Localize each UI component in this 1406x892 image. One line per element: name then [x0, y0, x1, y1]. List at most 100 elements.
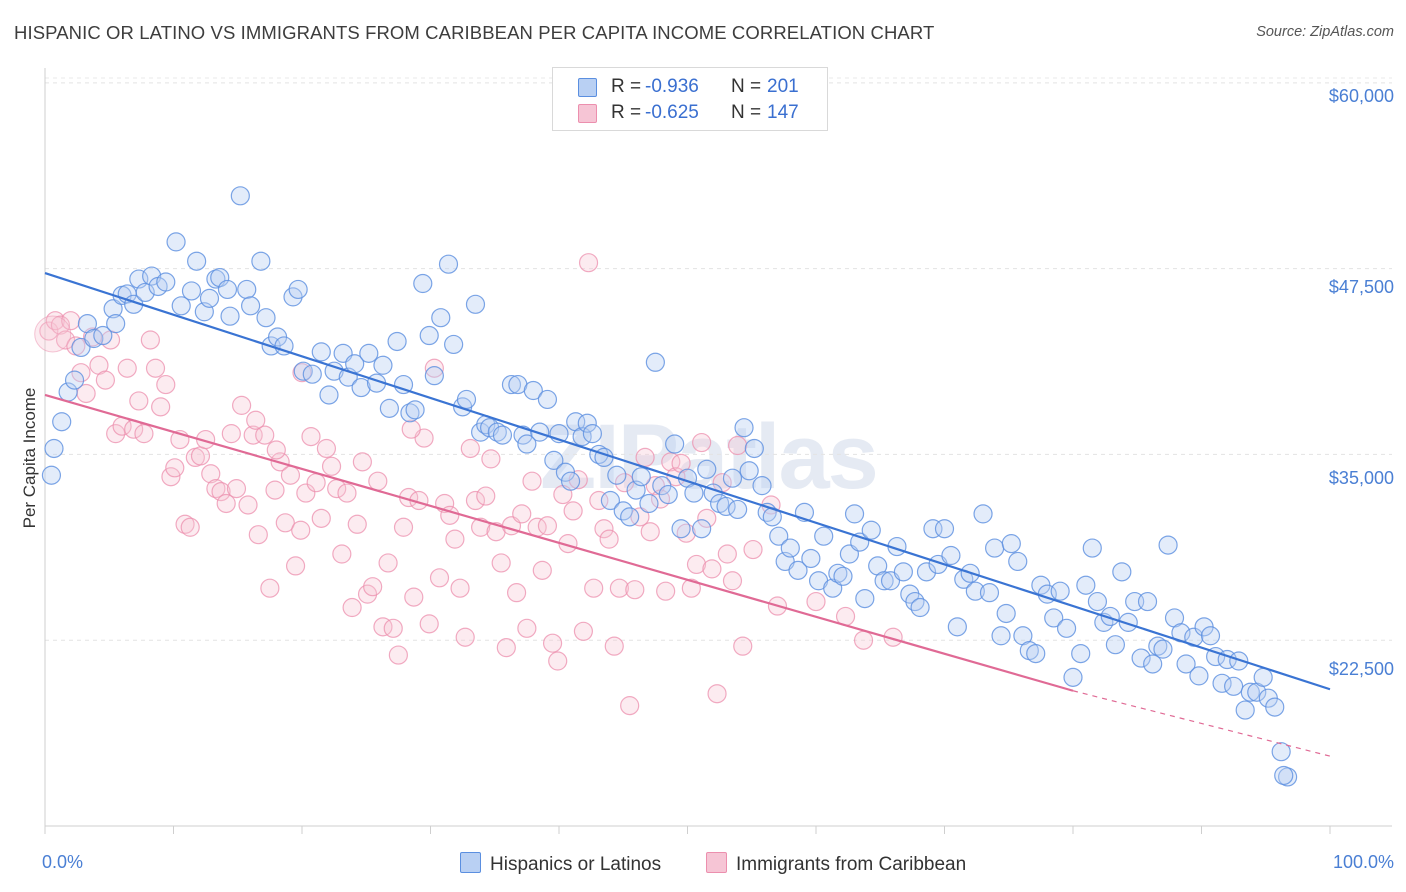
- data-point-hispanic: [274, 336, 294, 356]
- data-point-caribbean: [707, 684, 727, 704]
- data-point-hispanic: [788, 560, 808, 580]
- data-point-caribbean: [311, 508, 331, 528]
- data-point-caribbean: [260, 578, 280, 598]
- data-point-hispanic: [671, 519, 691, 539]
- data-point-caribbean: [221, 424, 241, 444]
- data-point-caribbean: [455, 627, 475, 647]
- data-point-hispanic: [1112, 562, 1132, 582]
- data-point-caribbean: [429, 568, 450, 588]
- data-point-caribbean: [378, 553, 398, 573]
- data-point-hispanic: [256, 308, 276, 328]
- data-point-caribbean: [424, 358, 444, 378]
- data-point-caribbean: [342, 597, 362, 618]
- data-point-caribbean: [316, 438, 337, 459]
- stats-legend: R = -0.936 N = 201 R = -0.625 N = 147: [552, 67, 828, 131]
- data-point-caribbean: [383, 618, 403, 638]
- legend-r-value: -0.936: [645, 76, 699, 97]
- data-point-caribbean: [722, 571, 743, 591]
- data-point-caribbean: [321, 456, 342, 476]
- data-point-caribbean: [481, 449, 501, 469]
- data-point-caribbean: [697, 508, 717, 528]
- data-point-hispanic: [171, 296, 191, 316]
- data-point-caribbean: [661, 452, 681, 472]
- data-point-caribbean: [265, 480, 285, 500]
- data-point-caribbean: [686, 554, 707, 575]
- data-point-caribbean: [460, 438, 480, 459]
- data-point-caribbean: [630, 507, 650, 527]
- data-point-hispanic: [156, 272, 176, 292]
- data-point-caribbean: [206, 479, 226, 499]
- data-point-hispanic: [1056, 618, 1077, 638]
- data-point-caribbean: [537, 516, 558, 536]
- data-point-hispanic: [1274, 765, 1294, 786]
- x-tick-label: 100.0%: [1332, 852, 1394, 872]
- data-point-hispanic: [1224, 676, 1244, 696]
- data-point-hispanic: [965, 581, 985, 601]
- data-point-caribbean: [226, 479, 247, 499]
- data-point-hispanic: [351, 377, 371, 398]
- data-point-caribbean: [39, 321, 59, 341]
- data-point-caribbean: [853, 630, 874, 650]
- data-point-hispanic: [1189, 666, 1209, 686]
- data-point-hispanic: [456, 389, 477, 410]
- data-point-hispanic: [319, 385, 339, 405]
- data-point-caribbean: [471, 517, 491, 537]
- data-point-hispanic: [44, 438, 64, 459]
- data-point-caribbean: [692, 432, 712, 453]
- data-point-hispanic: [607, 465, 627, 485]
- data-point-hispanic: [387, 331, 407, 352]
- data-point-hispanic: [400, 403, 420, 423]
- data-point-caribbean: [614, 473, 635, 493]
- legend-swatch-blue: [578, 78, 597, 97]
- data-point-hispanic: [1137, 591, 1158, 612]
- data-point-hispanic: [639, 493, 659, 514]
- data-point-caribbean: [95, 370, 115, 390]
- data-point-hispanic: [1008, 551, 1028, 572]
- data-point-hispanic: [973, 504, 993, 524]
- source-label: Source: ZipAtlas.com: [1256, 24, 1394, 40]
- data-point-hispanic: [199, 288, 220, 308]
- data-point-caribbean: [522, 471, 542, 491]
- data-point-caribbean: [640, 522, 660, 542]
- data-point-caribbean: [419, 614, 439, 634]
- data-point-hispanic: [324, 361, 344, 381]
- data-point-caribbean: [352, 452, 372, 472]
- data-point-hispanic: [1271, 742, 1291, 762]
- data-point-hispanic: [424, 366, 444, 386]
- legend-r-label: R =: [611, 76, 642, 97]
- data-point-caribbean: [106, 424, 126, 444]
- data-point-caribbean: [589, 490, 609, 511]
- data-point-hispanic: [1143, 654, 1163, 674]
- legend-n-label: N =: [731, 76, 762, 97]
- data-point-hispanic: [744, 438, 764, 459]
- data-point-caribbean: [393, 517, 414, 537]
- data-point-hispanic: [828, 563, 848, 583]
- data-point-caribbean: [656, 581, 676, 601]
- data-point-hispanic: [52, 412, 72, 432]
- data-point-hispanic: [230, 186, 250, 206]
- data-point-hispanic: [1118, 612, 1138, 632]
- data-point-caribbean: [145, 358, 166, 378]
- data-point-hispanic: [1158, 535, 1178, 555]
- data-point-caribbean: [450, 578, 470, 598]
- data-point-hispanic: [684, 483, 704, 503]
- data-point-hispanic: [985, 538, 1005, 558]
- data-point-hispanic: [739, 461, 759, 481]
- y-tick-label: $35,000: [1328, 468, 1394, 488]
- data-point-caribbean: [332, 544, 352, 564]
- data-point-hispanic: [1265, 697, 1285, 717]
- data-point-caribbean: [275, 513, 295, 533]
- data-point-caribbean: [743, 539, 763, 560]
- data-point-caribbean: [255, 425, 275, 445]
- legend-r-value: -0.625: [645, 102, 699, 123]
- data-point-hispanic: [979, 583, 1000, 603]
- trend-line-hispanic: [44, 272, 1331, 691]
- data-point-caribbean: [496, 638, 516, 658]
- data-point-caribbean: [599, 529, 619, 549]
- data-point-hispanic: [311, 342, 331, 362]
- data-point-caribbean: [129, 391, 149, 411]
- data-point-hispanic: [577, 413, 597, 433]
- data-point-hispanic: [905, 591, 925, 612]
- data-point-hispanic: [373, 355, 393, 375]
- data-point-hispanic: [861, 520, 881, 540]
